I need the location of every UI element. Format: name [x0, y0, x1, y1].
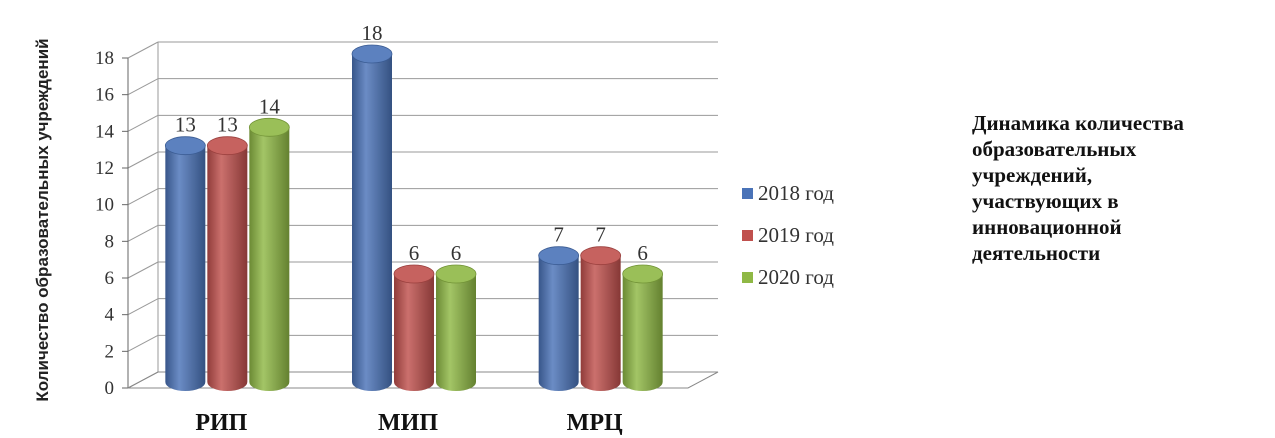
x-category-labels: РИП МИП МРЦ — [195, 410, 623, 436]
gridline-side — [128, 152, 158, 168]
gridline-side — [128, 262, 158, 278]
bar-body — [165, 146, 205, 391]
data-label: 7 — [553, 223, 564, 247]
bar — [581, 247, 621, 391]
y-axis-title: Количество образовательных учреждений — [32, 30, 54, 410]
y-tick-labels: 0 2 4 6 8 10 12 14 16 18 — [95, 48, 115, 399]
bar-body — [623, 274, 663, 391]
bar — [207, 137, 247, 391]
bar-body — [249, 127, 289, 391]
bar-body — [352, 54, 392, 391]
gridline-side — [128, 299, 158, 315]
bar-body — [394, 274, 434, 391]
legend: 2018 год 2019 год 2020 год — [742, 172, 834, 298]
x-category-label: МИП — [378, 410, 438, 436]
bar-top — [165, 137, 205, 155]
bar-top — [394, 265, 434, 283]
bar-body — [539, 256, 579, 391]
y-tick-label: 4 — [105, 305, 115, 326]
y-tick-label: 8 — [105, 231, 115, 252]
legend-label-2020: 2020 год — [758, 265, 834, 290]
bar-top — [436, 265, 476, 283]
gridline-side — [128, 79, 158, 95]
y-tick-label: 14 — [95, 121, 115, 142]
bar-top — [539, 247, 579, 265]
bar — [394, 265, 434, 391]
bar — [436, 265, 476, 391]
data-label: 14 — [259, 94, 281, 118]
data-label: 13 — [217, 113, 238, 137]
bar-chart: 0 2 4 6 8 10 12 14 16 18 РИП МИП МРЦ 13 13 14 18 6 6 7 7 6 — [0, 0, 740, 438]
caption-line: учреждений, — [972, 162, 1272, 188]
gridline-side — [128, 335, 158, 351]
y-tick-label: 18 — [95, 48, 114, 69]
legend-label-2018: 2018 год — [758, 181, 834, 206]
legend-swatch-2019 — [742, 230, 753, 241]
data-label: 6 — [637, 241, 648, 265]
caption-line: участвующих в — [972, 188, 1272, 214]
bar — [165, 137, 205, 391]
x-category-label: МРЦ — [567, 410, 623, 436]
bar — [249, 118, 289, 391]
bar — [623, 265, 663, 391]
gridline-side — [128, 42, 158, 58]
legend-item-2018: 2018 год — [742, 172, 834, 214]
bar-top — [207, 137, 247, 155]
y-tick-label: 16 — [95, 85, 114, 106]
y-tick-label: 0 — [105, 378, 115, 399]
y-tick-label: 10 — [95, 195, 114, 216]
caption-line: образовательных — [972, 136, 1272, 162]
bar-top — [581, 247, 621, 265]
caption-line: Динамика количества — [972, 110, 1272, 136]
legend-label-2019: 2019 год — [758, 223, 834, 248]
data-label: 18 — [362, 21, 383, 45]
gridline-side — [128, 189, 158, 205]
gridline-side — [128, 115, 158, 131]
legend-swatch-2018 — [742, 188, 753, 199]
y-tick-label: 12 — [95, 158, 114, 179]
data-label: 6 — [409, 241, 420, 265]
legend-item-2020: 2020 год — [742, 256, 834, 298]
bar-body — [436, 274, 476, 391]
bar — [352, 45, 392, 391]
legend-swatch-2020 — [742, 272, 753, 283]
legend-item-2019: 2019 год — [742, 214, 834, 256]
caption-line: деятельности — [972, 240, 1272, 266]
bar-top — [623, 265, 663, 283]
data-label: 7 — [595, 223, 606, 247]
data-label: 6 — [451, 241, 462, 265]
bar — [539, 247, 579, 391]
bar-top — [249, 118, 289, 136]
y-tick-label: 2 — [105, 341, 115, 362]
bar-body — [581, 256, 621, 391]
y-axis-title-box: Количество образовательных учреждений — [8, 30, 78, 410]
data-label: 13 — [175, 113, 196, 137]
gridline-side — [128, 225, 158, 241]
chart-caption: Динамика количества образовательных учре… — [972, 110, 1272, 266]
bar-body — [207, 146, 247, 391]
x-category-label: РИП — [195, 410, 247, 436]
bar-top — [352, 45, 392, 63]
caption-line: инновационной — [972, 214, 1272, 240]
bars — [165, 45, 662, 391]
y-tick-label: 6 — [105, 268, 115, 289]
